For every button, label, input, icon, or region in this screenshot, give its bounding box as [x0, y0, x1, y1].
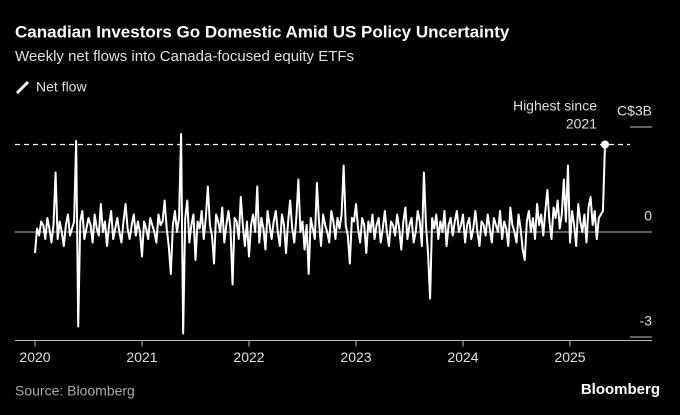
x-tick-label: 2020	[19, 349, 50, 365]
source: Source: Bloomberg	[15, 383, 135, 399]
y-tick-label: -3	[640, 313, 653, 329]
brand-logo: Bloomberg	[581, 381, 660, 398]
y-tick-label: C$3B	[617, 103, 652, 119]
x-tick-label: 2022	[233, 349, 264, 365]
x-tick-label: 2021	[126, 349, 157, 365]
x-tick-label: 2024	[447, 349, 478, 365]
legend-label: Net flow	[36, 79, 87, 95]
legend-swatch	[15, 80, 30, 95]
annotation: 2021	[566, 116, 597, 132]
chart-subtitle: Weekly net flows into Canada-focused equ…	[15, 48, 354, 65]
x-tick-label: 2025	[554, 349, 585, 365]
y-tick-label: 0	[644, 208, 652, 224]
chart-title: Canadian Investors Go Domestic Amid US P…	[15, 22, 510, 41]
annotation: Highest since	[513, 98, 597, 114]
line-series	[34, 133, 606, 335]
highlight-point	[601, 140, 609, 149]
x-tick-label: 2023	[340, 349, 371, 365]
